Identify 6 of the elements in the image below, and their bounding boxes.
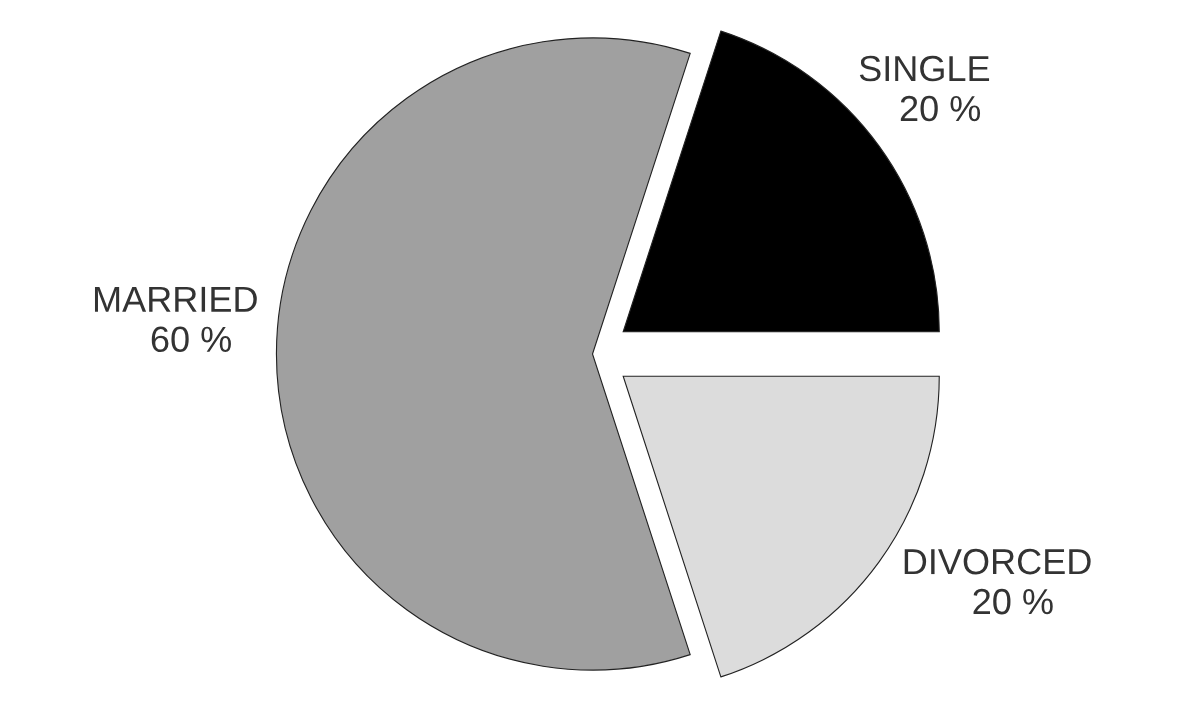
data-label: 60 % [151, 326, 231, 353]
slice-label: DIVORCED [904, 548, 1091, 575]
data-label: 20 % [900, 95, 981, 122]
slice-label: SINGLE [859, 55, 990, 82]
data-label: 20 % [973, 588, 1053, 615]
slice-label: MARRIED [94, 286, 257, 312]
